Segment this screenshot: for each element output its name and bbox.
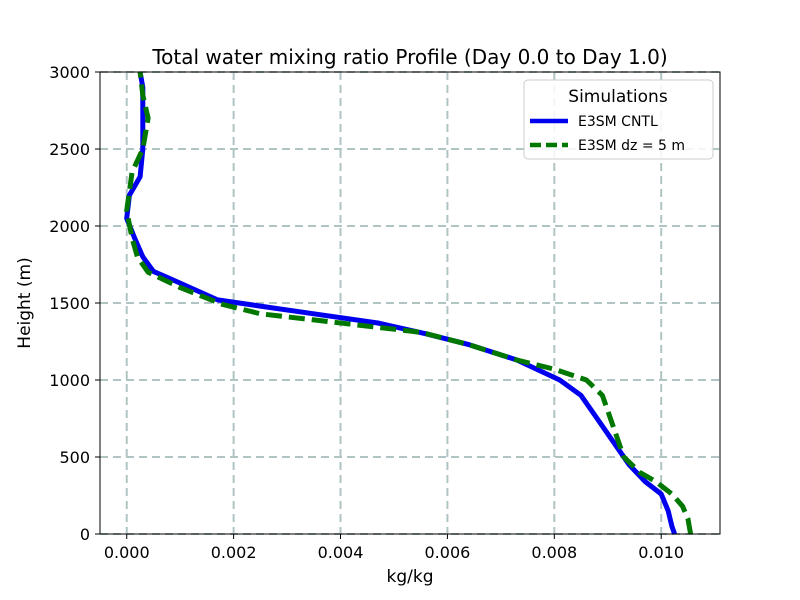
x-tick-label: 0.004 (318, 543, 364, 562)
y-tick-label: 2000 (49, 217, 90, 236)
y-axis-ticks: 0 500 1000 1500 2000 2500 3000 (49, 63, 100, 544)
y-tick-label: 500 (59, 448, 90, 467)
y-axis-label: Height (m) (15, 257, 35, 348)
legend-box (523, 79, 714, 160)
y-tick-label: 1000 (49, 371, 90, 390)
legend: Simulations E3SM CNTL E3SM dz = 5 m (523, 79, 714, 160)
x-tick-label: 0.000 (104, 543, 150, 562)
x-axis-ticks: 0.000 0.002 0.004 0.006 0.008 0.010 (104, 534, 684, 562)
chart-title: Total water mixing ratio Profile (Day 0.… (151, 45, 667, 69)
series-line-e3sm-cntl (124, 71, 677, 535)
legend-title: Simulations (568, 87, 668, 107)
series-line-e3sm-dz5 (124, 71, 694, 535)
legend-label-e3sm-dz5: E3SM dz = 5 m (578, 138, 685, 154)
series-group (124, 71, 694, 535)
grid (100, 71, 720, 535)
x-tick-label: 0.002 (211, 543, 257, 562)
y-tick-label: 1500 (49, 294, 90, 313)
x-tick-label: 0.010 (638, 543, 684, 562)
legend-label-e3sm-cntl: E3SM CNTL (578, 114, 658, 130)
x-axis-label: kg/kg (387, 567, 434, 587)
x-tick-label: 0.006 (425, 543, 471, 562)
y-tick-label: 3000 (49, 63, 90, 82)
y-tick-label: 0 (80, 525, 90, 544)
y-tick-label: 2500 (49, 140, 90, 159)
x-tick-label: 0.008 (531, 543, 577, 562)
